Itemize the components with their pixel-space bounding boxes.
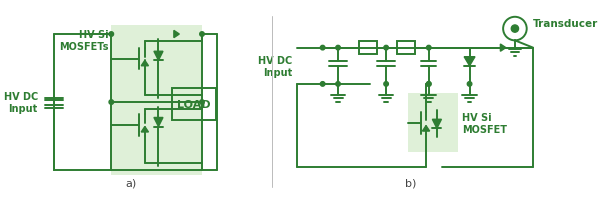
Circle shape — [503, 18, 527, 41]
Polygon shape — [141, 127, 149, 132]
Text: HV Si
MOSFET: HV Si MOSFET — [462, 112, 507, 135]
Bar — [408, 94, 458, 152]
Text: a): a) — [126, 177, 137, 187]
Polygon shape — [174, 31, 179, 39]
Circle shape — [426, 82, 431, 87]
Polygon shape — [154, 52, 163, 61]
Circle shape — [336, 82, 340, 87]
Text: HV DC
Input: HV DC Input — [4, 91, 38, 114]
Circle shape — [109, 33, 114, 37]
Polygon shape — [422, 126, 429, 131]
Circle shape — [512, 26, 519, 33]
Circle shape — [109, 100, 114, 105]
Bar — [359, 42, 377, 55]
Polygon shape — [464, 57, 475, 67]
Polygon shape — [141, 61, 149, 67]
Text: b): b) — [405, 177, 416, 187]
Circle shape — [199, 100, 204, 105]
Bar — [172, 89, 216, 121]
Circle shape — [320, 46, 325, 51]
Circle shape — [384, 82, 388, 87]
Polygon shape — [432, 120, 441, 129]
Circle shape — [320, 82, 325, 87]
Text: LOAD: LOAD — [177, 100, 211, 110]
Circle shape — [426, 82, 431, 87]
Text: HV DC
Input: HV DC Input — [258, 55, 293, 78]
Polygon shape — [154, 118, 163, 127]
Circle shape — [384, 46, 388, 51]
Text: Transducer: Transducer — [533, 19, 598, 29]
Circle shape — [467, 82, 472, 87]
Circle shape — [199, 33, 204, 37]
Circle shape — [426, 46, 431, 51]
Polygon shape — [500, 45, 506, 52]
Bar — [397, 42, 415, 55]
Circle shape — [336, 46, 340, 51]
Bar — [111, 26, 202, 175]
Text: HV Si
MOSFETs: HV Si MOSFETs — [59, 29, 108, 52]
